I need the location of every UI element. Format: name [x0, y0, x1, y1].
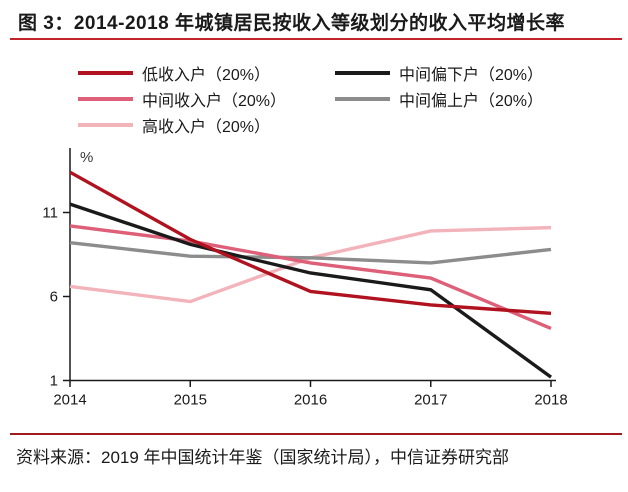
x-axis-tick-label: 2016 [294, 392, 327, 409]
y-axis-tick-label: 1 [50, 373, 58, 390]
legend-item: 低收入户（20%） [78, 60, 286, 86]
legend-label: 低收入户（20%） [142, 67, 271, 84]
legend-item: 中间偏上户（20%） [335, 86, 543, 112]
x-axis-tick-label: 2014 [53, 392, 86, 409]
figure-title: 图 3：2014-2018 年城镇居民按收入等级划分的收入平均增长率 [18, 13, 565, 34]
legend-swatch [78, 123, 133, 127]
legend-item: 中间收入户（20%） [78, 86, 286, 112]
y-axis-unit-label: % [80, 149, 93, 166]
source-divider [10, 433, 622, 435]
x-axis-tick-label: 2017 [414, 392, 447, 409]
legend-label: 中间偏下户（20%） [399, 67, 544, 84]
legend-label: 中间收入户（20%） [142, 93, 287, 110]
legend-swatch [78, 71, 133, 75]
x-axis-tick-label: 2015 [174, 392, 207, 409]
series-line-3 [69, 202, 552, 379]
legend-label: 中间偏上户（20%） [399, 93, 544, 110]
y-axis-tick-label: 6 [50, 289, 58, 306]
legend-swatch [78, 97, 133, 101]
y-axis-tick-label: 11 [42, 205, 58, 222]
series-line-0 [69, 170, 552, 315]
legend-column-left: 低收入户（20%） 中间收入户（20%） 高收入户（20%） [78, 60, 286, 138]
series-line-4 [69, 241, 552, 265]
legend-label: 高收入户（20%） [142, 119, 271, 136]
title-underline [10, 38, 622, 40]
series-line-1 [69, 224, 552, 330]
legend-column-right: 中间偏下户（20%） 中间偏上户（20%） [335, 60, 543, 112]
legend-swatch [335, 97, 390, 101]
source-note: 资料来源：2019 年中国统计年鉴（国家统计局），中信证券研究部 [16, 448, 510, 467]
legend-swatch [335, 71, 390, 75]
x-axis-tick-label: 2018 [534, 392, 567, 409]
legend-item: 高收入户（20%） [78, 112, 286, 138]
legend-item: 中间偏下户（20%） [335, 60, 543, 86]
